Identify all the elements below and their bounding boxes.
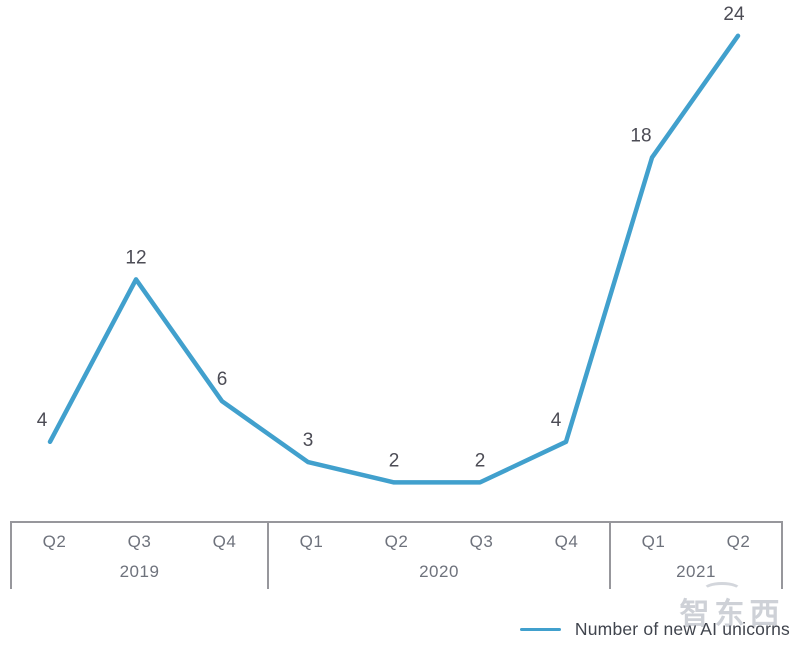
quarter-label: Q2 [726, 532, 751, 551]
year-label: 2021 [676, 562, 716, 581]
quarter-label: Q4 [212, 532, 237, 551]
value-label: 24 [723, 4, 745, 25]
x-axis-table: Q2 Q3 Q4 2019 Q1 Q2 Q3 Q4 2020 Q1 Q2 2021 [10, 521, 783, 589]
quarter-label: Q2 [384, 532, 409, 551]
quarter-row: Q2 Q3 Q4 [12, 523, 267, 561]
legend-label: Number of new AI unicorns [574, 619, 790, 639]
value-label: 3 [303, 430, 314, 451]
quarter-row: Q1 Q2 Q3 Q4 [269, 523, 609, 561]
year-label: 2020 [419, 562, 459, 581]
quarter-label: Q2 [42, 532, 67, 551]
value-label: 4 [37, 410, 48, 431]
value-label: 2 [389, 450, 400, 471]
quarter-label: Q1 [299, 532, 324, 551]
value-label: 6 [217, 369, 228, 390]
value-label: 18 [630, 126, 651, 147]
quarter-label: Q4 [554, 532, 579, 551]
quarter-row: Q1 Q2 [611, 523, 781, 561]
value-label: 2 [475, 450, 486, 471]
quarter-label: Q3 [469, 532, 494, 551]
year-group-2021: Q1 Q2 2021 [609, 523, 783, 589]
quarter-label: Q3 [127, 532, 152, 551]
legend: Number of new AI unicorns [519, 619, 790, 640]
value-label: 4 [551, 410, 562, 431]
year-label: 2019 [119, 562, 160, 581]
legend-line-swatch [519, 628, 561, 631]
year-group-2019: Q2 Q3 Q4 2019 [10, 523, 267, 589]
series-line [47, 33, 741, 485]
value-label: 12 [125, 247, 146, 268]
year-group-2020: Q1 Q2 Q3 Q4 2020 [267, 523, 609, 589]
quarter-label: Q1 [641, 532, 666, 551]
